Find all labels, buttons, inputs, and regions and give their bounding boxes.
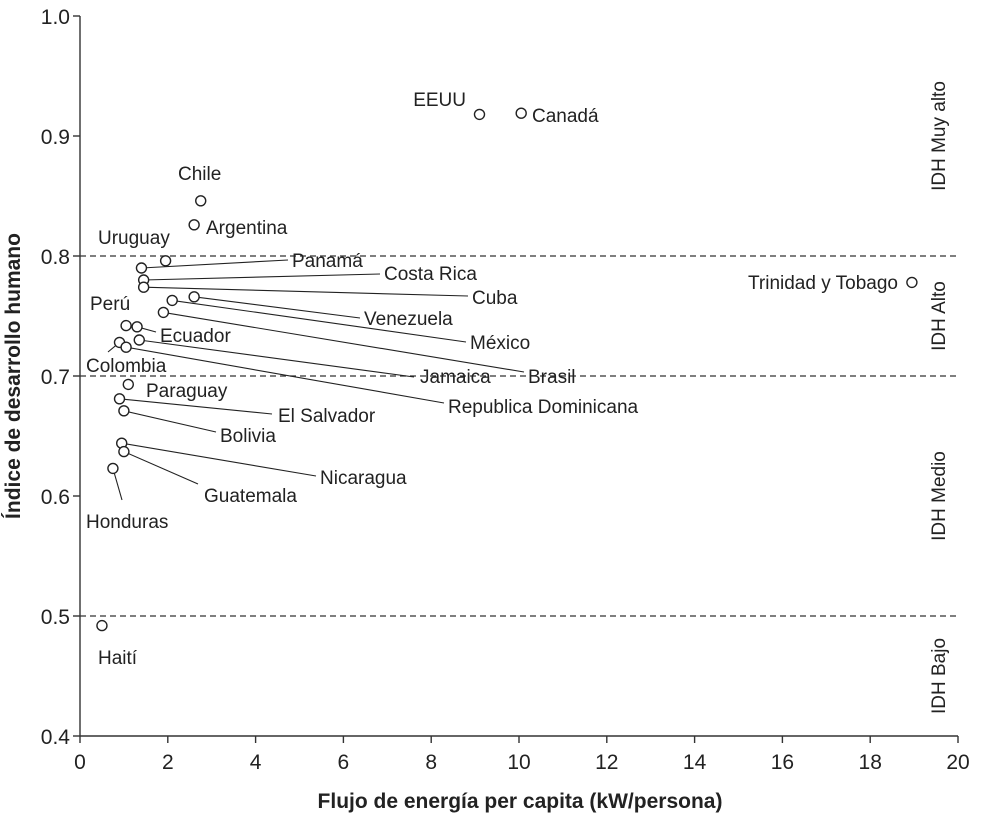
leader-line — [123, 410, 217, 433]
band-label: IDH Bajo — [929, 638, 950, 714]
point-label: México — [470, 333, 530, 354]
leader-line — [125, 346, 445, 404]
leader-line — [143, 286, 469, 297]
x-axis-title: Flujo de energía per capita (kW/persona) — [318, 790, 723, 813]
y-tick-label: 0.6 — [41, 486, 70, 509]
point-label: Chile — [178, 164, 221, 185]
leader-line — [172, 299, 467, 343]
data-point — [166, 294, 178, 307]
data-point — [157, 306, 170, 319]
data-point — [118, 405, 130, 417]
point-label: Brasil — [528, 367, 576, 388]
data-point — [118, 445, 130, 458]
point-label: Ecuador — [160, 326, 231, 347]
data-point — [120, 341, 132, 353]
data-point — [515, 107, 527, 119]
point-label: Nicaragua — [320, 468, 407, 489]
point-label: EEUU — [413, 90, 466, 111]
point-label: Haití — [98, 648, 138, 669]
point-label: Colombia — [86, 356, 167, 377]
leader-line — [143, 273, 381, 281]
data-point — [159, 255, 172, 267]
x-tick-label: 6 — [338, 751, 350, 774]
point-label: Panamá — [292, 251, 363, 272]
data-point — [188, 291, 200, 303]
point-label: Perú — [90, 294, 130, 315]
reference-lines — [80, 255, 958, 617]
leader-line — [139, 339, 415, 378]
data-point — [107, 462, 119, 475]
point-label: Venezuela — [364, 309, 453, 330]
axes: 0 2 4 6 8 10 12 14 16 18 20 0.4 0.5 0.6 0.7 0.8 0.9 1.0 — [41, 6, 970, 774]
point-label: Republica Dominicana — [448, 397, 639, 418]
data-point — [137, 281, 150, 293]
point-label: Argentina — [206, 218, 288, 239]
data-point — [96, 619, 108, 632]
point-label: Trinidad y Tobago — [748, 273, 898, 294]
y-tick-label: 0.5 — [41, 606, 70, 629]
data-point — [188, 219, 200, 231]
band-label: IDH Medio — [929, 451, 950, 541]
point-label: Costa Rica — [384, 264, 477, 285]
x-tick-label: 0 — [74, 751, 86, 774]
data-point — [195, 195, 207, 207]
point-labels: EEUU Canadá Chile Argentina Uruguay Panamá Cos… — [86, 90, 898, 669]
leader-line — [121, 442, 317, 477]
x-tick-label: 8 — [425, 751, 437, 774]
x-tick-label: 2 — [162, 751, 174, 774]
x-tick-label: 12 — [595, 751, 618, 774]
point-label: Canadá — [532, 106, 599, 127]
leader-line — [163, 311, 525, 373]
x-tick-label: 10 — [507, 751, 530, 774]
point-label: Honduras — [86, 512, 168, 533]
point-label: Jamaica — [420, 367, 491, 388]
point-label: Cuba — [472, 288, 518, 309]
data-point — [113, 393, 126, 405]
y-tick-label: 0.8 — [41, 246, 70, 269]
y-tick-label: 0.4 — [41, 726, 71, 749]
point-label: Uruguay — [98, 228, 170, 249]
data-point — [133, 334, 145, 346]
band-label: IDH Alto — [929, 281, 950, 351]
point-label: Bolivia — [220, 426, 276, 447]
band-labels: IDH Muy alto IDH Alto IDH Medio IDH Bajo — [929, 81, 950, 714]
leader-line — [194, 296, 361, 319]
leader-lines — [107, 259, 525, 501]
x-tick-label: 14 — [683, 751, 707, 774]
data-point — [120, 319, 132, 332]
data-point — [135, 262, 148, 274]
y-tick-label: 0.7 — [41, 366, 70, 389]
data-point — [906, 276, 918, 289]
point-label: El Salvador — [278, 406, 376, 427]
data-points — [96, 107, 918, 632]
point-label: Paraguay — [146, 381, 228, 402]
leader-line — [141, 259, 289, 269]
y-tick-label: 1.0 — [41, 6, 70, 29]
leader-line — [119, 398, 273, 415]
leader-line — [123, 451, 199, 485]
y-tick-label: 0.9 — [41, 126, 70, 149]
x-tick-label: 16 — [771, 751, 794, 774]
x-tick-label: 20 — [946, 751, 969, 774]
y-axis-title: Índice de desarrollo humano — [2, 233, 25, 519]
x-tick-label: 4 — [250, 751, 262, 774]
band-label: IDH Muy alto — [929, 81, 950, 191]
x-tick-label: 18 — [859, 751, 882, 774]
point-label: Guatemala — [204, 486, 297, 507]
data-point — [473, 108, 486, 121]
data-point — [122, 378, 134, 391]
data-point — [131, 321, 143, 333]
